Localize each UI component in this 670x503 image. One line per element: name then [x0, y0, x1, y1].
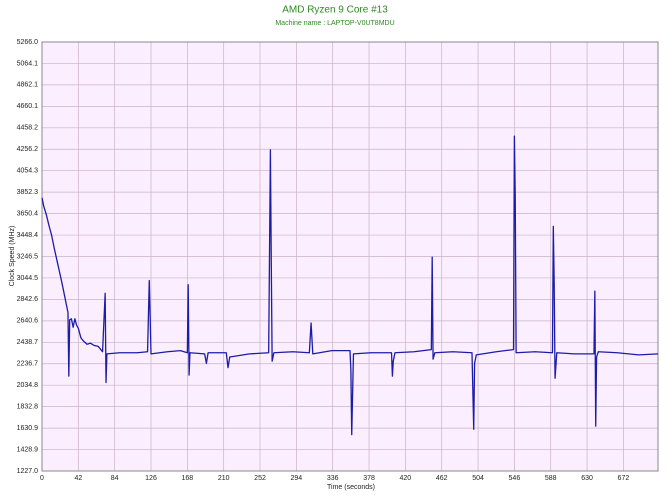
y-tick-label: 2640.6 — [17, 318, 39, 325]
x-tick-label: 420 — [400, 475, 412, 482]
y-tick-label: 1832.8 — [17, 403, 39, 410]
data-line — [41, 135, 659, 436]
y-tick-label: 5064.1 — [17, 60, 39, 67]
x-tick-label: 546 — [509, 475, 521, 482]
x-tick-label: 336 — [327, 475, 339, 482]
y-tick-label: 1227.0 — [17, 468, 39, 475]
plot-border — [41, 41, 659, 472]
x-tick-label: 252 — [254, 475, 266, 482]
y-tick-label: 2034.8 — [17, 382, 39, 389]
x-tick-label: 504 — [472, 475, 484, 482]
x-tick-label: 126 — [145, 475, 157, 482]
y-tick-label: 4458.2 — [17, 125, 39, 132]
y-axis-label: Clock Speed (MHz) — [9, 226, 16, 287]
x-tick-label: 294 — [291, 475, 303, 482]
y-tick-label: 3650.4 — [17, 210, 39, 217]
x-tick-label: 672 — [618, 475, 630, 482]
x-axis-label: Time (seconds) — [327, 484, 375, 491]
y-tick-label: 4054.3 — [17, 168, 39, 175]
y-tick-label: 4256.2 — [17, 146, 39, 153]
y-tick-label: 2842.6 — [17, 296, 39, 303]
chart-subtitle: Machine name : LAPTOP-V0UT8MDU — [275, 20, 394, 27]
y-tick-label: 5266.0 — [17, 39, 39, 46]
x-tick-label: 588 — [545, 475, 557, 482]
y-tick-label: 1428.9 — [17, 446, 39, 453]
x-tick-label: 210 — [218, 475, 230, 482]
x-tick-label: 0 — [40, 475, 44, 482]
y-tick-label: 2236.7 — [17, 361, 39, 368]
chart-title: AMD Ryzen 9 Core #13 — [282, 5, 388, 16]
y-tick-label: 2438.7 — [17, 339, 39, 346]
y-tick-label: 3448.4 — [17, 232, 39, 239]
y-tick-label: 4862.1 — [17, 82, 39, 89]
x-tick-label: 462 — [436, 475, 448, 482]
x-tick-label: 42 — [74, 475, 82, 482]
y-tick-label: 3852.3 — [17, 189, 39, 196]
y-tick-label: 3246.5 — [17, 253, 39, 260]
x-tick-label: 168 — [182, 475, 194, 482]
x-tick-label: 84 — [111, 475, 119, 482]
y-tick-label: 1630.9 — [17, 425, 39, 432]
x-tick-label: 378 — [363, 475, 375, 482]
x-tick-label: 630 — [581, 475, 593, 482]
y-tick-label: 3044.5 — [17, 275, 39, 282]
y-tick-label: 4660.1 — [17, 103, 39, 110]
